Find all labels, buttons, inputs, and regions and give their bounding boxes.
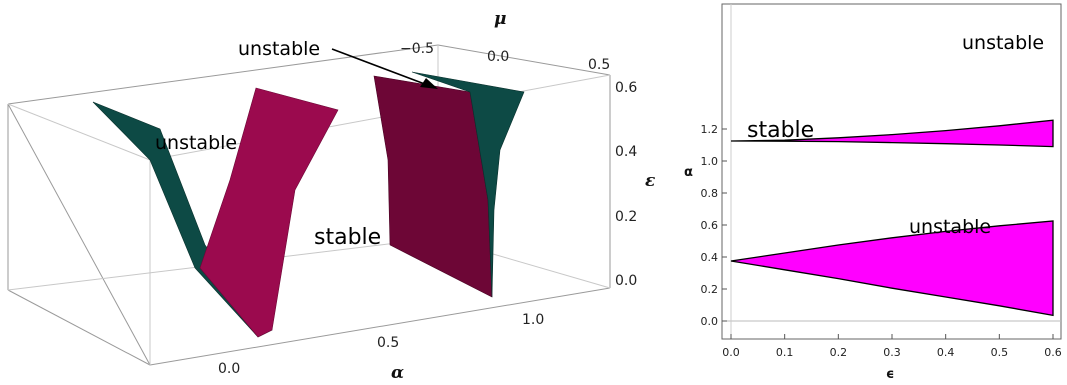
plot2d: 0.0 0.1 0.2 0.3 0.4 0.5 0.6 0.0 0.2 0.4 0.6 0.8 1.0… xyxy=(684,3,1062,382)
y-tick-label-5: 1.0 xyxy=(701,155,719,168)
y-tick-label-1: 0.2 xyxy=(701,283,719,296)
x-ticks: 0.0 0.1 0.2 0.3 0.4 0.5 0.6 xyxy=(722,334,1062,359)
label-unstable-left: unstable xyxy=(155,132,237,154)
eps-tick-0: 0.0 xyxy=(615,273,637,289)
x-tick-label-5: 0.5 xyxy=(991,346,1009,359)
y-tick-label-4: 0.8 xyxy=(701,187,719,200)
x-tick-label-1: 0.1 xyxy=(776,346,794,359)
unstable-regions xyxy=(730,119,1054,317)
eps-tick-3: 0.6 xyxy=(615,80,637,96)
label-unstable-arrow: unstable xyxy=(238,38,320,60)
label-stable-3d: stable xyxy=(314,225,381,250)
y-tick-label-6: 1.2 xyxy=(701,123,719,136)
unstable-region-0 xyxy=(730,119,1054,148)
y-tick-label-2: 0.4 xyxy=(701,251,719,264)
mu-tick-1: 0.0 xyxy=(487,49,509,65)
surface-right-teal xyxy=(411,71,525,298)
y-tick-label-3: 0.6 xyxy=(701,219,719,232)
label-stable-2d: stable xyxy=(747,118,814,143)
unstable-arrow xyxy=(331,48,438,89)
x-tick-label-0: 0.0 xyxy=(722,346,740,359)
x-tick-label-3: 0.3 xyxy=(883,346,901,359)
eps-axis-label-3d: ε xyxy=(645,171,655,191)
surface-left-crimson xyxy=(199,87,339,338)
y-ticks: 0.0 0.2 0.4 0.6 0.8 1.0 1.2 xyxy=(701,123,727,328)
label-unstable-top: unstable xyxy=(962,32,1044,54)
alpha-tick-1: 0.5 xyxy=(377,335,399,351)
unstable-region-1 xyxy=(730,220,1054,317)
y-axis-label-2d: α xyxy=(684,165,693,180)
y-tick-label-0: 0.0 xyxy=(701,315,719,328)
mu-tick-0: −0.5 xyxy=(400,41,434,57)
x-tick-label-2: 0.2 xyxy=(830,346,848,359)
eps-tick-2: 0.4 xyxy=(615,144,637,160)
plot3d: unstable unstable stable μ −0.5 0.0 0.5 … xyxy=(7,9,655,383)
label-unstable-bottom: unstable xyxy=(909,216,991,238)
alpha-tick-2: 1.0 xyxy=(522,312,544,328)
eps-tick-1: 0.2 xyxy=(615,209,637,225)
mu-axis-label: μ xyxy=(494,9,506,29)
alpha-tick-0: 0.0 xyxy=(218,361,240,377)
mu-tick-2: 0.5 xyxy=(588,57,610,73)
x-tick-label-6: 0.6 xyxy=(1044,346,1062,359)
alpha-axis-label-3d: α xyxy=(391,363,404,383)
x-axis-label-2d: ϵ xyxy=(886,367,894,382)
x-tick-label-4: 0.4 xyxy=(937,346,955,359)
